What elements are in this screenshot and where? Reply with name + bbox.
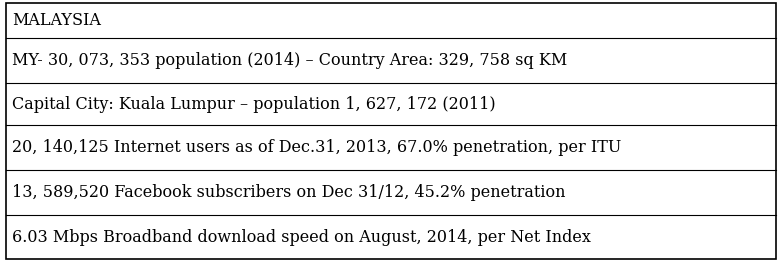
Text: MALAYSIA: MALAYSIA <box>13 12 102 29</box>
Text: 6.03 Mbps Broadband download speed on August, 2014, per Net Index: 6.03 Mbps Broadband download speed on Au… <box>13 228 591 245</box>
Text: MY- 30, 073, 353 population (2014) – Country Area: 329, 758 sq KM: MY- 30, 073, 353 population (2014) – Cou… <box>13 52 568 69</box>
Text: Capital City: Kuala Lumpur – population 1, 627, 172 (2011): Capital City: Kuala Lumpur – population … <box>13 96 496 113</box>
Text: 20, 140,125 Internet users as of Dec.31, 2013, 67.0% penetration, per ITU: 20, 140,125 Internet users as of Dec.31,… <box>13 139 622 156</box>
Text: 13, 589,520 Facebook subscribers on Dec 31/12, 45.2% penetration: 13, 589,520 Facebook subscribers on Dec … <box>13 184 566 201</box>
